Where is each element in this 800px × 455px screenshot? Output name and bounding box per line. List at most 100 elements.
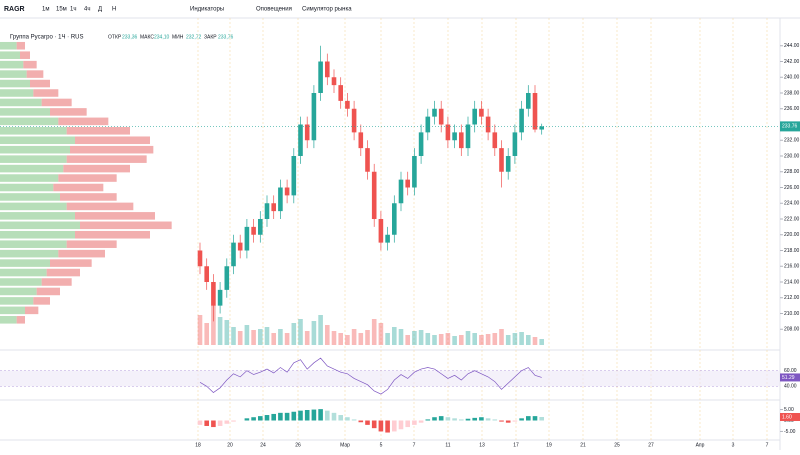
profile-sell: [58, 174, 117, 182]
candle-body: [452, 132, 457, 141]
candle-body: [412, 156, 417, 188]
candle-body: [519, 108, 524, 133]
candle-body: [258, 219, 263, 235]
profile-sell: [25, 306, 39, 315]
ohlc-label: МИН: [172, 34, 184, 40]
profile-sell: [66, 155, 147, 163]
profile-buy: [0, 183, 54, 192]
volume-bar: [472, 333, 477, 345]
volume-bar: [251, 330, 256, 345]
profile-buy: [0, 174, 59, 182]
candle-body: [505, 156, 511, 172]
volume-bar: [412, 331, 417, 345]
profile-sell: [58, 117, 109, 126]
y-tick-label: 228.00: [784, 169, 800, 175]
rsi-tick-label: 60.00: [784, 368, 797, 374]
volume-bar: [345, 335, 350, 345]
volume-bar: [338, 333, 343, 345]
candle-body: [351, 108, 357, 133]
volume-bar: [278, 329, 283, 345]
macd-bar: [304, 410, 310, 421]
candle-body: [378, 219, 384, 243]
macd-bar: [224, 420, 230, 424]
interval-button[interactable]: 1м: [42, 7, 49, 13]
volume-bar: [318, 315, 323, 345]
last-price-label: 233.76: [782, 124, 798, 130]
macd-bar: [365, 420, 370, 425]
macd-last-label: 1.60: [782, 414, 792, 420]
y-tick-label: 232.00: [784, 138, 800, 144]
macd-bar: [472, 417, 477, 421]
profile-sell: [70, 145, 154, 154]
symbol[interactable]: RAGR: [4, 6, 25, 13]
profile-sell: [23, 60, 37, 69]
candle-body: [532, 93, 538, 130]
volume-bar: [325, 325, 330, 345]
volume-bar: [405, 335, 410, 345]
macd-bar: [358, 420, 364, 423]
profile-buy: [0, 297, 34, 305]
profile-buy: [0, 164, 64, 173]
profile-buy: [0, 89, 34, 97]
replay-button[interactable]: Симулятор рынка: [302, 7, 352, 13]
interval-button[interactable]: Н: [112, 7, 116, 13]
profile-buy: [0, 51, 20, 59]
x-tick-label: 7: [413, 442, 416, 448]
macd-bar: [298, 410, 303, 421]
macd-bar: [197, 420, 203, 425]
volume-bar: [519, 332, 524, 345]
profile-sell: [53, 183, 104, 192]
candle-body: [251, 226, 256, 235]
profile-sell: [75, 230, 150, 239]
profile-buy: [0, 60, 24, 69]
x-tick-label: 26: [295, 442, 301, 448]
macd-bar: [251, 417, 256, 421]
interval-button[interactable]: 1ч: [70, 7, 76, 13]
candle-body: [264, 203, 270, 219]
volume-bar: [237, 331, 243, 345]
volume-bar: [418, 330, 424, 345]
volume-bar: [197, 315, 203, 345]
candle-body: [197, 250, 203, 267]
profile-sell: [66, 127, 130, 135]
interval-button[interactable]: Д: [98, 7, 102, 13]
macd-bar: [244, 418, 250, 421]
profile-buy: [0, 212, 75, 220]
profile-sell: [33, 297, 50, 305]
ohlc-value: 233,36: [122, 34, 138, 40]
profile-buy: [0, 259, 50, 267]
x-tick-label: 13: [479, 442, 485, 448]
alerts-button[interactable]: Оповещения: [256, 7, 292, 13]
candle-body: [325, 61, 330, 78]
candle-body: [271, 203, 276, 212]
macd-tick-label: -5.00: [784, 429, 796, 435]
macd-bar: [271, 413, 276, 421]
candle-body: [398, 179, 404, 204]
profile-buy: [0, 155, 67, 163]
macd-bar: [278, 412, 283, 421]
candle-body: [237, 242, 243, 251]
volume-bar: [479, 335, 484, 345]
y-tick-label: 210.00: [784, 311, 800, 317]
interval-button[interactable]: 4ч: [84, 7, 90, 13]
profile-sell: [66, 202, 134, 211]
ohlc-label: МАКС: [140, 34, 154, 40]
volume-bar: [358, 333, 364, 345]
indicators-button[interactable]: Индикаторы: [190, 7, 224, 13]
profile-buy: [0, 108, 50, 116]
interval-button[interactable]: 15м: [56, 7, 67, 13]
profile-buy: [0, 70, 27, 78]
macd-bar: [378, 420, 384, 432]
x-tick-label: 21: [580, 442, 586, 448]
volume-bar: [271, 333, 276, 345]
y-tick-label: 212.00: [784, 295, 800, 301]
volume-bar: [244, 325, 250, 345]
profile-sell: [30, 79, 50, 88]
y-tick-label: 244.00: [784, 43, 800, 49]
macd-bar: [345, 417, 350, 421]
volume-bar: [445, 333, 451, 345]
macd-bar: [539, 417, 544, 421]
macd-bar: [264, 415, 270, 421]
macd-bar: [505, 420, 511, 423]
profile-sell: [63, 164, 131, 173]
